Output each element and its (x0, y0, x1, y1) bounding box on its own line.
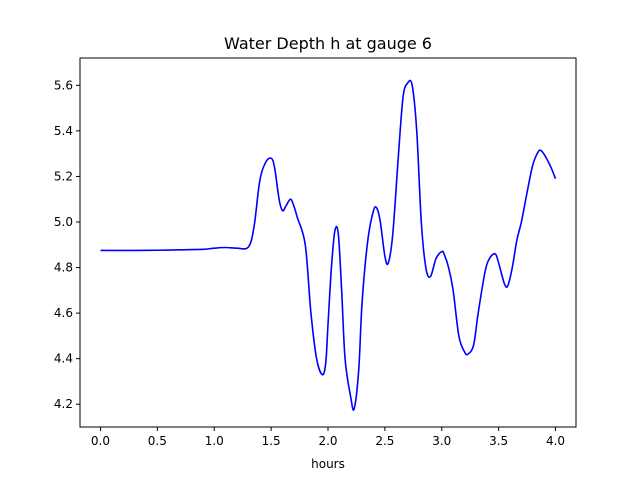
y-tick-label: 4.4 (54, 352, 73, 366)
plot-frame (79, 57, 577, 428)
y-tick-label: 4.8 (54, 261, 73, 275)
x-axis-label: hours (311, 457, 345, 471)
y-tick-label: 5.6 (54, 78, 73, 92)
chart-title: Water Depth h at gauge 6 (224, 34, 432, 53)
x-tick-label: 3.5 (489, 434, 508, 448)
y-tick-label: 5.2 (54, 169, 73, 183)
y-tick-label: 5.4 (54, 124, 73, 138)
series-line-water-depth (100, 79, 557, 411)
y-axis: 4.2 4.4 4.6 4.8 5.0 5.2 5.4 5.6 (54, 78, 80, 411)
x-tick-label: 4.0 (546, 434, 565, 448)
x-tick-label: 2.0 (318, 434, 337, 448)
series-layer (100, 79, 557, 411)
x-tick-label: 0.0 (91, 434, 110, 448)
x-tick-label: 0.5 (148, 434, 167, 448)
y-tick-label: 4.6 (54, 306, 73, 320)
x-axis: 0.0 0.5 1.0 1.5 2.0 2.5 3.0 3.5 4.0 (91, 427, 565, 448)
y-tick-label: 5.0 (54, 215, 73, 229)
x-tick-label: 1.0 (205, 434, 224, 448)
x-tick-label: 2.5 (375, 434, 394, 448)
x-tick-label: 3.0 (432, 434, 451, 448)
y-tick-label: 4.2 (54, 397, 73, 411)
x-tick-label: 1.5 (262, 434, 281, 448)
